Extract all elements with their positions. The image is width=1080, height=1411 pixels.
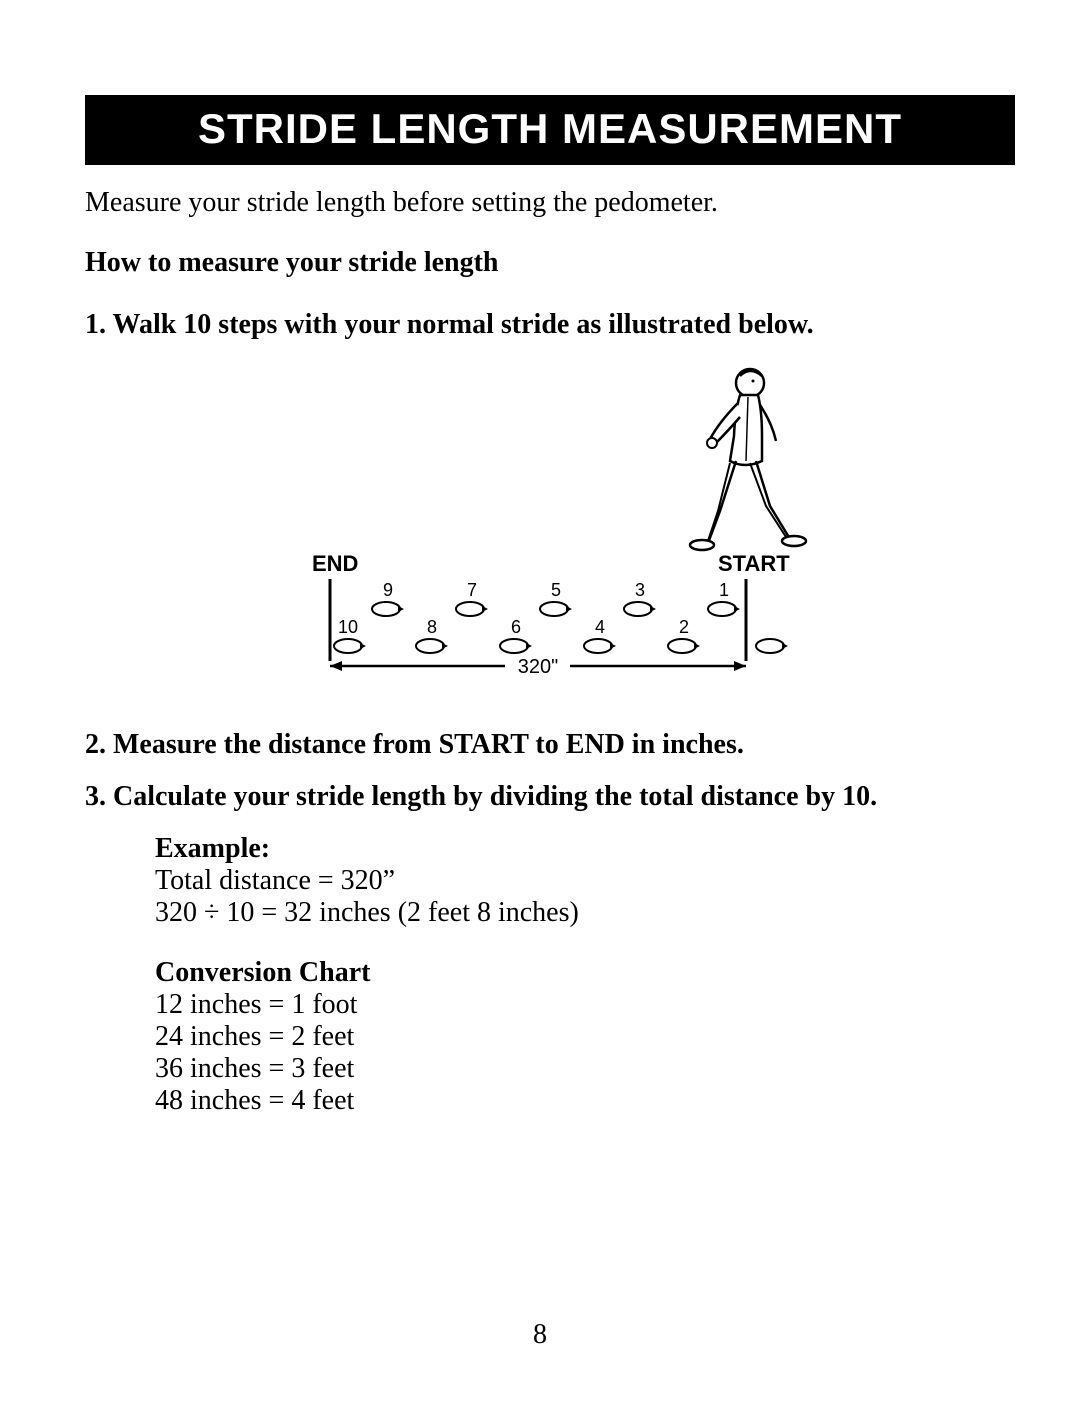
example-block: Example: Total distance = 320” 320 ÷ 10 … [155, 833, 1015, 929]
step-number: 10 [338, 617, 358, 637]
step-number: 4 [595, 617, 605, 637]
page-title-bar: STRIDE LENGTH MEASUREMENT [85, 95, 1015, 165]
conversion-row: 36 inches = 3 feet [155, 1053, 1015, 1085]
example-line-1: Total distance = 320” [155, 865, 1015, 897]
conversion-row: 12 inches = 1 foot [155, 989, 1015, 1021]
step-1: 1. Walk 10 steps with your normal stride… [85, 309, 1015, 341]
footstep-row-bottom: 10 8 6 4 2 [334, 617, 788, 653]
end-label: END [312, 551, 358, 576]
footstep-row-top: 9 7 5 3 1 [372, 580, 740, 616]
example-heading: Example: [155, 833, 1015, 865]
illustration: END START 9 7 5 3 1 10 8 [85, 361, 1015, 691]
step-2: 2. Measure the distance from START to EN… [85, 729, 1015, 761]
page-title: STRIDE LENGTH MEASUREMENT [198, 105, 902, 152]
intro-text: Measure your stride length before settin… [85, 187, 1015, 219]
step-number: 5 [551, 580, 561, 600]
page-number: 8 [0, 1319, 1080, 1351]
distance-label: 320" [518, 656, 558, 678]
conversion-row: 24 inches = 2 feet [155, 1021, 1015, 1053]
start-label: START [718, 551, 790, 576]
step-number: 8 [427, 617, 437, 637]
conversion-row: 48 inches = 4 feet [155, 1085, 1015, 1117]
conversion-heading: Conversion Chart [155, 957, 1015, 989]
step-3: 3. Calculate your stride length by divid… [85, 781, 1015, 813]
example-line-2: 320 ÷ 10 = 32 inches (2 feet 8 inches) [155, 897, 1015, 929]
walking-person-icon [690, 369, 806, 550]
conversion-chart: Conversion Chart 12 inches = 1 foot 24 i… [155, 957, 1015, 1117]
page: STRIDE LENGTH MEASUREMENT Measure your s… [0, 0, 1080, 1411]
step-number: 3 [635, 580, 645, 600]
step-number: 1 [719, 580, 729, 600]
how-to-heading: How to measure your stride length [85, 247, 1015, 279]
step-number: 9 [383, 580, 393, 600]
walking-diagram-svg: END START 9 7 5 3 1 10 8 [270, 361, 830, 691]
step-number: 2 [679, 617, 689, 637]
step-number: 6 [511, 617, 521, 637]
step-number: 7 [467, 580, 477, 600]
